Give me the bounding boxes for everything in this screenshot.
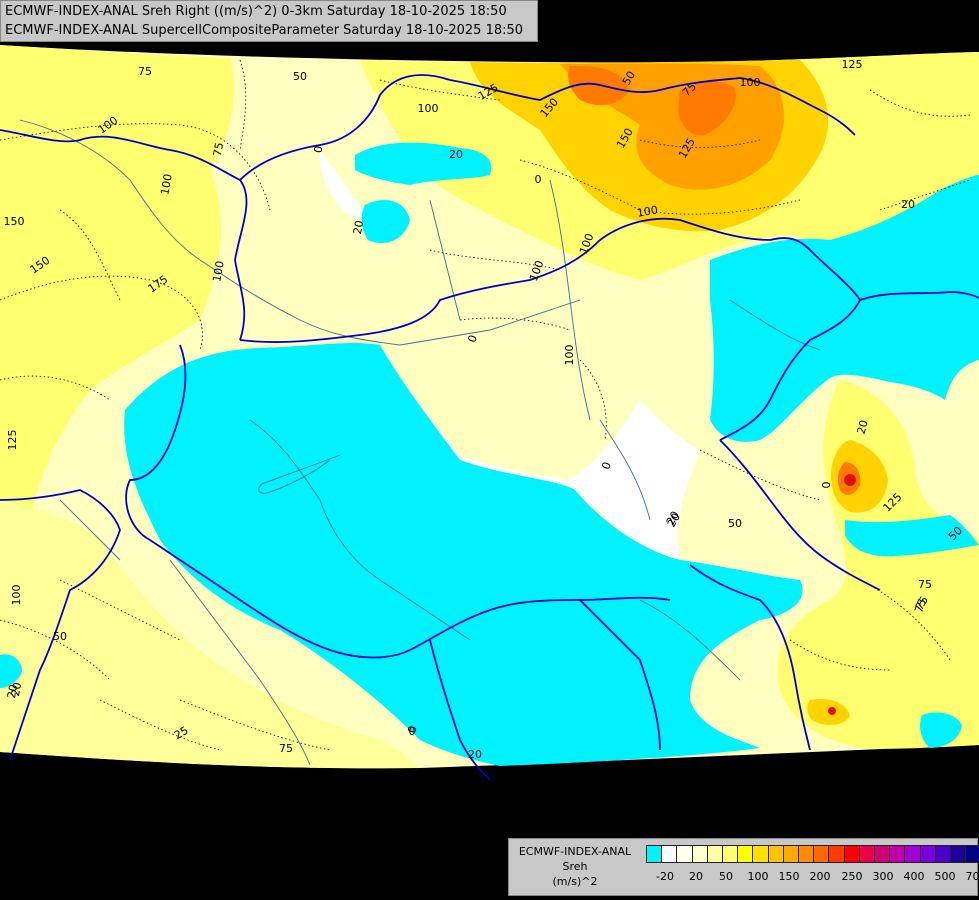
legend-tick: 50 bbox=[719, 870, 733, 883]
contour-label: 75 bbox=[138, 65, 152, 78]
legend-tick: -20 bbox=[656, 870, 674, 883]
legend-tick: 500 bbox=[934, 870, 956, 883]
legend-unit: (m/s)^2 bbox=[552, 875, 598, 888]
contour-label: 0 bbox=[599, 460, 614, 471]
contour-label: 20 bbox=[468, 748, 482, 761]
contour-label: 50 bbox=[53, 630, 67, 643]
legend-swatch bbox=[676, 845, 693, 863]
legend-swatch bbox=[813, 845, 830, 863]
legend-swatch bbox=[874, 845, 891, 863]
title-line-sreh: ECMWF-INDEX-ANAL Sreh Right ((m/s)^2) 0-… bbox=[5, 4, 507, 19]
legend-swatch bbox=[858, 845, 875, 863]
field-white-north bbox=[319, 150, 365, 218]
legend-swatch bbox=[828, 845, 845, 863]
legend-swatch bbox=[950, 845, 967, 863]
legend-swatch bbox=[646, 845, 663, 863]
contour-label: 0 bbox=[409, 725, 416, 738]
legend-swatch bbox=[767, 845, 784, 863]
contour-label: 100 bbox=[210, 260, 226, 283]
contour-label: 0 bbox=[465, 333, 480, 344]
legend-swatch bbox=[934, 845, 951, 863]
legend-swatch bbox=[965, 845, 979, 863]
field-cyan-east bbox=[710, 175, 979, 442]
contour-label: 100 bbox=[563, 345, 576, 366]
legend-swatch bbox=[919, 845, 936, 863]
field-red-east bbox=[844, 474, 856, 486]
field-red-southeast bbox=[828, 707, 836, 715]
contour-label: 75 bbox=[912, 597, 929, 615]
legend-tick: 300 bbox=[872, 870, 894, 883]
contour-label: 75 bbox=[211, 141, 226, 157]
field-yellow-southwest bbox=[0, 500, 420, 769]
legend-swatch bbox=[722, 845, 739, 863]
legend-tick: 20 bbox=[689, 870, 703, 883]
legend-swatch bbox=[904, 845, 921, 863]
contour-label: 20 bbox=[901, 198, 915, 211]
contour-label: 75 bbox=[279, 742, 293, 755]
field-yellow-west bbox=[0, 45, 234, 640]
contour-label: 125 bbox=[6, 430, 19, 451]
field-cyan-central bbox=[124, 343, 803, 766]
contour-label: 100 bbox=[158, 173, 174, 196]
country-borders bbox=[0, 74, 979, 781]
field-yellow-east bbox=[777, 380, 979, 749]
contour-label: 100 bbox=[10, 585, 23, 606]
field-cyan-southeast-2 bbox=[920, 712, 962, 748]
contour-label: 20 bbox=[665, 511, 683, 530]
legend-source: ECMWF-INDEX-ANAL bbox=[518, 845, 632, 858]
contour-label: 50 bbox=[620, 69, 638, 88]
field-darkorange-north-2 bbox=[678, 81, 736, 136]
legend-tick: 400 bbox=[903, 870, 925, 883]
field-cyan-west-small bbox=[0, 654, 22, 688]
legend-tick: 200 bbox=[809, 870, 831, 883]
legend-swatch bbox=[706, 845, 723, 863]
contour-label: 20 bbox=[9, 681, 24, 697]
contour-label: 20 bbox=[449, 148, 463, 161]
contour-label: 75 bbox=[918, 578, 932, 591]
title-box: ECMWF-INDEX-ANAL Sreh Right ((m/s)^2) 0-… bbox=[0, 0, 538, 42]
rivers bbox=[19, 119, 821, 766]
legend-swatch bbox=[737, 845, 754, 863]
contour-label: 20 bbox=[5, 683, 20, 699]
color-legend: ECMWF-INDEX-ANAL Sreh (m/s)^2 -20 20 50 100… bbox=[508, 838, 979, 896]
field-cyan-southeast bbox=[845, 515, 979, 557]
contour-label: 100 bbox=[636, 203, 659, 219]
contour-label: 50 bbox=[293, 70, 307, 83]
contour-label: 0 bbox=[820, 482, 833, 489]
legend-tick: 250 bbox=[841, 870, 863, 883]
contour-label: 50 bbox=[728, 517, 742, 530]
field-white-center bbox=[370, 345, 700, 560]
legend-swatch bbox=[782, 845, 799, 863]
legend-swatch bbox=[691, 845, 708, 863]
contour-label: 25 bbox=[172, 724, 191, 742]
legend-swatch bbox=[889, 845, 906, 863]
legend-tick: 700 bbox=[965, 870, 979, 883]
contour-label: 100 bbox=[740, 76, 761, 89]
field-cyan-north-small bbox=[361, 200, 410, 244]
title-line-scp: ECMWF-INDEX-ANAL SupercellCompositeParam… bbox=[5, 23, 524, 38]
legend-tick: 100 bbox=[747, 870, 769, 883]
legend-tick: 150 bbox=[778, 870, 800, 883]
contour-label: 20 bbox=[855, 419, 871, 436]
legend-swatch bbox=[843, 845, 860, 863]
legend-variable: Sreh bbox=[562, 860, 588, 873]
legend-swatch bbox=[798, 845, 815, 863]
contour-label: 0 bbox=[312, 145, 326, 154]
contour-label: 75 bbox=[913, 594, 931, 613]
legend-swatch bbox=[752, 845, 769, 863]
contour-label: 20 bbox=[664, 509, 682, 528]
contour-lines bbox=[0, 59, 971, 751]
contour-label: 0 bbox=[535, 173, 542, 186]
legend-swatch bbox=[661, 845, 678, 863]
contour-label: 125 bbox=[842, 58, 863, 71]
contour-label: 100 bbox=[418, 102, 439, 115]
contour-label: 20 bbox=[351, 219, 366, 235]
contour-label: 0 bbox=[406, 725, 420, 734]
field-cyan-northeast bbox=[355, 142, 492, 185]
contour-label: 150 bbox=[4, 215, 25, 228]
